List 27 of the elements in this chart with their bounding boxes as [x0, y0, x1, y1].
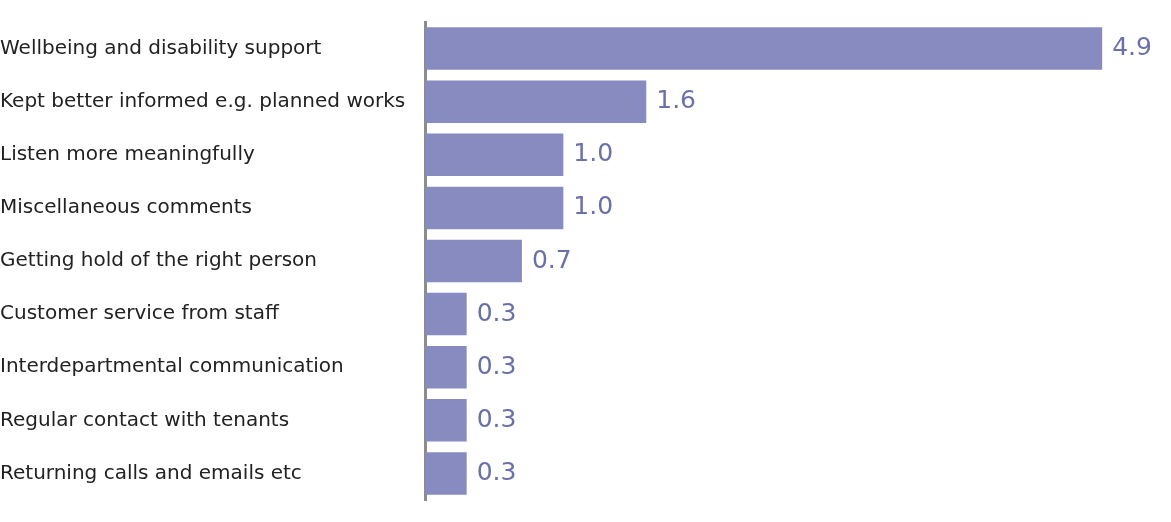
bar [425, 27, 1103, 70]
y-tick-label: Getting hold of the right person [0, 247, 318, 272]
bar [425, 452, 467, 495]
data-label: 0.3 [476, 350, 517, 380]
bar [425, 186, 564, 230]
y-tick-label: Wellbeing and disability support [0, 34, 322, 59]
data-label: 1.6 [656, 85, 697, 115]
data-label: 0.7 [531, 244, 572, 274]
data-label: 1.0 [573, 191, 614, 221]
y-tick-label: Listen more meaningfully [0, 140, 255, 165]
y-tick-label: Miscellaneous comments [0, 194, 253, 219]
y-tick-label: Customer service from staff [0, 300, 280, 325]
bar [425, 133, 564, 177]
data-label: 0.3 [476, 403, 517, 433]
y-tick-label: Regular contact with tenants [0, 406, 290, 431]
y-tick-label: Returning calls and emails etc [0, 459, 302, 484]
bar [425, 345, 467, 389]
data-label: 1.0 [573, 138, 614, 168]
bar [425, 399, 467, 442]
y-tick-label: Interdepartmental communication [0, 353, 344, 378]
bar [425, 292, 467, 336]
data-label: 0.3 [476, 456, 517, 486]
bar [425, 239, 522, 283]
bar [425, 80, 647, 123]
data-label: 4.9 [1112, 32, 1152, 62]
data-label: 0.3 [476, 297, 517, 327]
y-tick-label: Kept better informed e.g. planned works [0, 87, 406, 112]
